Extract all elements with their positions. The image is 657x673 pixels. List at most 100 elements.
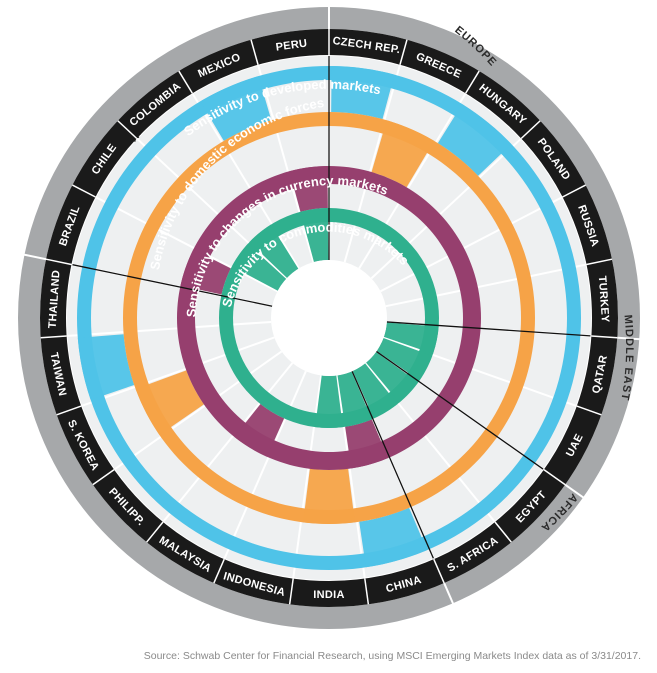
region-boundary-line	[386, 321, 591, 337]
country-divider	[562, 184, 586, 198]
country-divider	[56, 405, 82, 416]
grid-line	[383, 336, 420, 352]
grid-line	[274, 418, 287, 442]
country-divider	[288, 578, 294, 605]
highlight-cell	[437, 104, 512, 176]
country-divider	[178, 70, 193, 94]
country-divider	[250, 39, 259, 65]
country-divider	[520, 120, 541, 140]
highlight-cell	[376, 337, 433, 381]
grid-line	[385, 297, 424, 308]
grid-line	[209, 255, 232, 269]
region-boundary-line	[72, 264, 273, 307]
grid-line	[458, 477, 480, 504]
region-divider	[562, 482, 587, 500]
grid-line	[117, 207, 147, 225]
highlight-cell	[371, 120, 435, 188]
country-label: PERU	[275, 37, 308, 53]
center-hole	[271, 260, 387, 376]
grid-line	[380, 272, 415, 293]
grid-line	[162, 512, 171, 522]
grid-line	[233, 506, 248, 537]
grid-line	[487, 512, 496, 522]
grid-line	[511, 207, 541, 225]
grid-line	[204, 114, 223, 143]
grid-line	[343, 225, 356, 263]
grid-line	[356, 521, 363, 554]
highlight-cell	[231, 243, 287, 291]
highlight-cell	[315, 375, 343, 429]
country-divider	[465, 70, 480, 94]
grid-line	[243, 402, 261, 423]
grid-line	[202, 353, 226, 364]
grid-line	[552, 196, 563, 203]
highlight-cell	[180, 249, 231, 295]
grid-line	[512, 138, 522, 147]
grid-line	[295, 521, 302, 554]
grid-line	[369, 132, 382, 172]
grid-line	[471, 367, 511, 384]
country-label: INDIA	[313, 589, 344, 601]
grid-line	[207, 435, 234, 468]
grid-line	[348, 468, 357, 509]
highlight-cell	[359, 507, 427, 568]
grid-line	[133, 435, 162, 457]
grid-line	[478, 154, 504, 179]
grid-line	[575, 263, 586, 268]
region-boundary-line	[376, 350, 544, 470]
grid-line	[243, 272, 278, 293]
grid-line	[137, 327, 178, 333]
country-divider	[586, 258, 613, 266]
highlight-cell	[366, 351, 419, 403]
grid-line	[357, 188, 367, 213]
grid-line	[114, 462, 124, 470]
grid-line	[424, 435, 451, 468]
highlight-cell	[234, 404, 285, 457]
grid-line	[276, 132, 289, 172]
grid-line	[278, 235, 300, 269]
grid-line	[187, 186, 219, 215]
country-divider	[213, 558, 225, 584]
country-divider	[399, 39, 408, 65]
highlight-cell	[249, 224, 299, 278]
country-divider	[72, 184, 96, 198]
grid-line	[81, 401, 92, 407]
region-divider	[614, 336, 643, 341]
country-divider	[146, 521, 164, 543]
grid-line	[223, 548, 230, 559]
grid-line	[530, 268, 563, 278]
country-label: THAILAND	[47, 270, 63, 329]
grid-line	[251, 457, 270, 495]
highlight-cell	[352, 363, 398, 419]
grid-line	[257, 65, 262, 76]
grid-line	[67, 334, 78, 337]
highlight-cell	[345, 419, 389, 469]
region-divider	[442, 579, 456, 607]
source-note: Source: Schwab Center for Financial Rese…	[143, 650, 641, 662]
grid-line	[463, 228, 500, 249]
grid-line	[104, 386, 136, 399]
grid-line	[258, 202, 273, 225]
grid-line	[238, 336, 275, 352]
grid-line	[258, 251, 288, 280]
grid-line	[362, 567, 366, 578]
country-divider	[433, 558, 445, 584]
highlight-cell	[337, 371, 372, 427]
grid-line	[91, 331, 124, 336]
grid-line	[302, 225, 315, 263]
outer-region-ring	[18, 4, 643, 629]
grid-line	[263, 88, 275, 120]
grid-line	[364, 362, 391, 394]
country-divider	[92, 469, 115, 486]
grid-line	[385, 202, 400, 225]
grid-line	[436, 289, 461, 297]
grid-line	[432, 353, 456, 364]
country-divider	[45, 258, 72, 266]
grid-line	[292, 567, 296, 578]
grid-line	[408, 225, 428, 244]
grid-line	[233, 320, 272, 326]
grid-line	[335, 375, 344, 414]
highlight-cell	[300, 208, 329, 262]
grid-line	[95, 196, 106, 203]
country-divider	[494, 521, 512, 543]
